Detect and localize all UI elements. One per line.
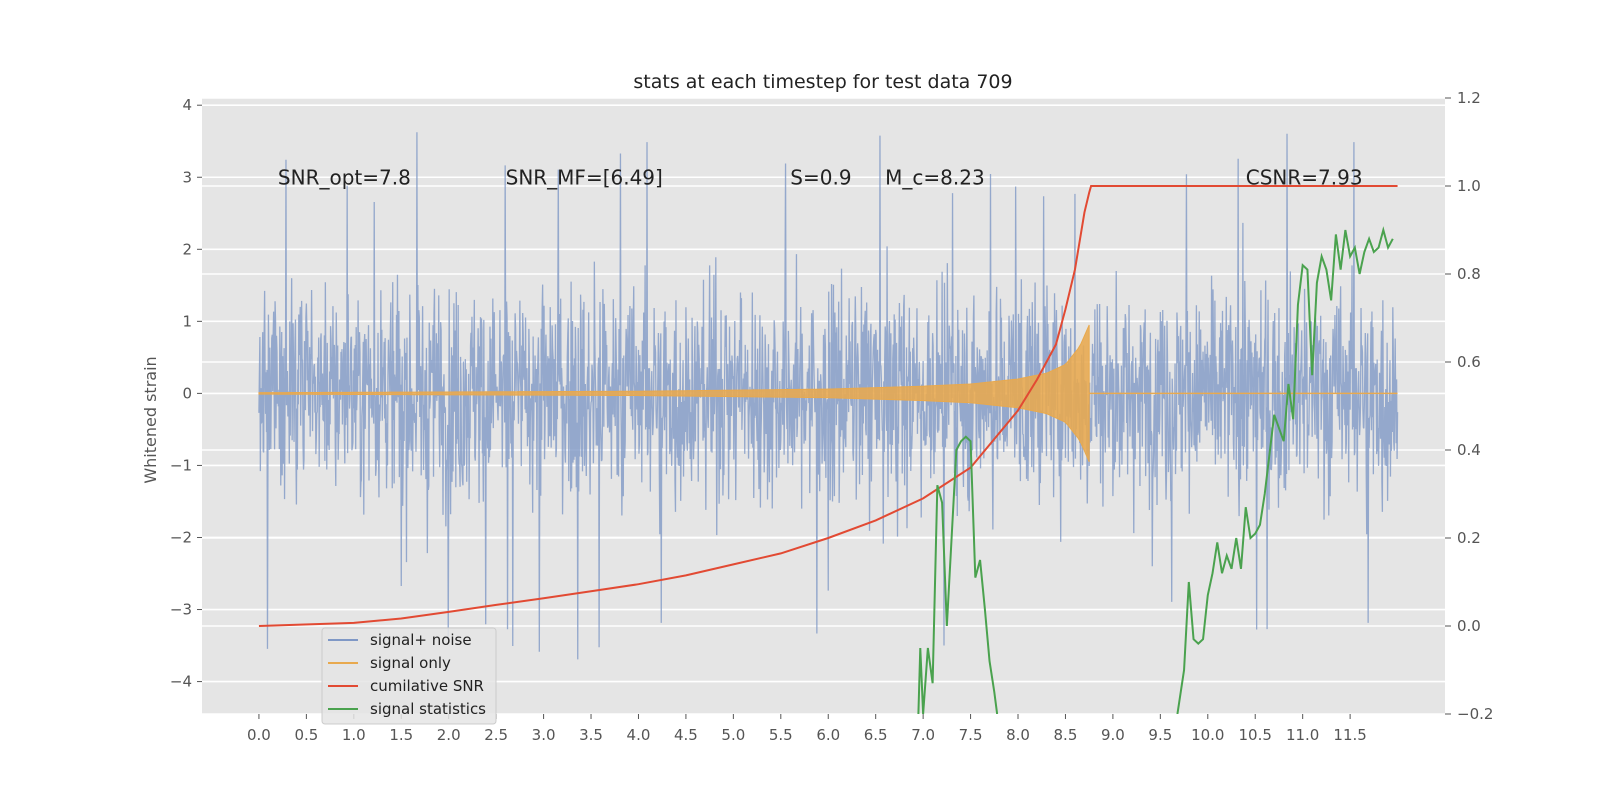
annotation-text: SNR_opt=7.8 [278,165,411,189]
x-tick-label: 0.0 [247,726,271,744]
signal-noise-series [258,132,1399,660]
annotation-text: CSNR=7.93 [1246,165,1363,189]
annotation-text: M_c=8.23 [885,165,985,189]
y-tick-label: 1 [182,312,192,330]
y-axis-label: Whitened strain [141,356,160,483]
y-tick-label: −1 [170,456,192,474]
x-tick-label: 4.5 [674,726,698,744]
legend-label: signal+ noise [370,631,472,649]
y2-tick-label: −0.2 [1457,705,1493,723]
plot-area [258,132,1399,714]
annotation-text: S=0.9 [790,165,851,189]
y-tick-label: −2 [170,528,192,546]
x-tick-label: 0.5 [294,726,318,744]
x-tick-label: 10.0 [1191,726,1224,744]
annotation-text: SNR_MF=[6.49] [506,165,663,189]
y-tick-label: 3 [182,168,192,186]
x-tick-label: 8.0 [1006,726,1030,744]
y2-tick-label: 1.0 [1457,177,1481,195]
x-tick-label: 1.0 [342,726,366,744]
y2-tick-label: 0.6 [1457,353,1481,371]
cumulative-snr-series [258,185,1398,627]
x-tick-label: 4.0 [627,726,651,744]
x-tick-label: 5.5 [769,726,793,744]
annotations: SNR_opt=7.8 SNR_MF=[6.49] S=0.9 M_c=8.23 CSN… [278,165,1363,189]
x-tick-label: 1.5 [389,726,413,744]
signal-noise-line [258,132,1399,660]
x-tick-label: 5.0 [721,726,745,744]
legend-label: signal only [370,654,451,672]
x-tick-label: 11.0 [1286,726,1319,744]
axes: 0.0 0.5 1.0 1.5 2.0 2.5 3.0 3.5 4.0 4.5 5.0 5.5 6.0 6… [170,89,1494,744]
x-tick-label: 7.5 [959,726,983,744]
signal-statistics-line [917,435,999,714]
x-tick-label: 6.0 [816,726,840,744]
y-tick-label: −4 [170,673,192,691]
x-tick-label: 8.5 [1054,726,1078,744]
legend-box [321,627,497,725]
cumulative-snr-line [258,185,1398,627]
y-tick-label: −3 [170,601,192,619]
y-tick-label: 4 [182,96,192,114]
legend-label: cumilative SNR [370,677,484,695]
y2-tick-label: 1.2 [1457,89,1481,107]
legend-label: signal statistics [370,700,486,718]
legend: signal+ noise signal only cumilative SNR si… [321,627,497,725]
y-tick-label: 0 [182,384,192,402]
y2-tick-label: 0.0 [1457,617,1481,635]
signal-only-series [258,324,1398,463]
y2-tick-label: 0.2 [1457,529,1481,547]
y2-tick-label: 0.4 [1457,441,1481,459]
y-tick-label: 2 [182,240,192,258]
x-tick-label: 10.5 [1239,726,1272,744]
signal-statistics-series [917,226,1394,714]
x-tick-label: 9.5 [1148,726,1172,744]
x-tick-label: 2.0 [437,726,461,744]
x-tick-label: 9.0 [1101,726,1125,744]
x-tick-label: 3.0 [532,726,556,744]
x-tick-label: 7.0 [911,726,935,744]
x-tick-label: 2.5 [484,726,508,744]
signal-only-envelope [258,324,1090,463]
x-tick-label: 11.5 [1333,726,1366,744]
chart-title: stats at each timestep for test data 709 [633,71,1012,93]
signal-statistics-line [1176,226,1394,714]
x-tick-label: 6.5 [864,726,888,744]
y2-tick-label: 0.8 [1457,265,1481,283]
x-tick-label: 3.5 [579,726,603,744]
